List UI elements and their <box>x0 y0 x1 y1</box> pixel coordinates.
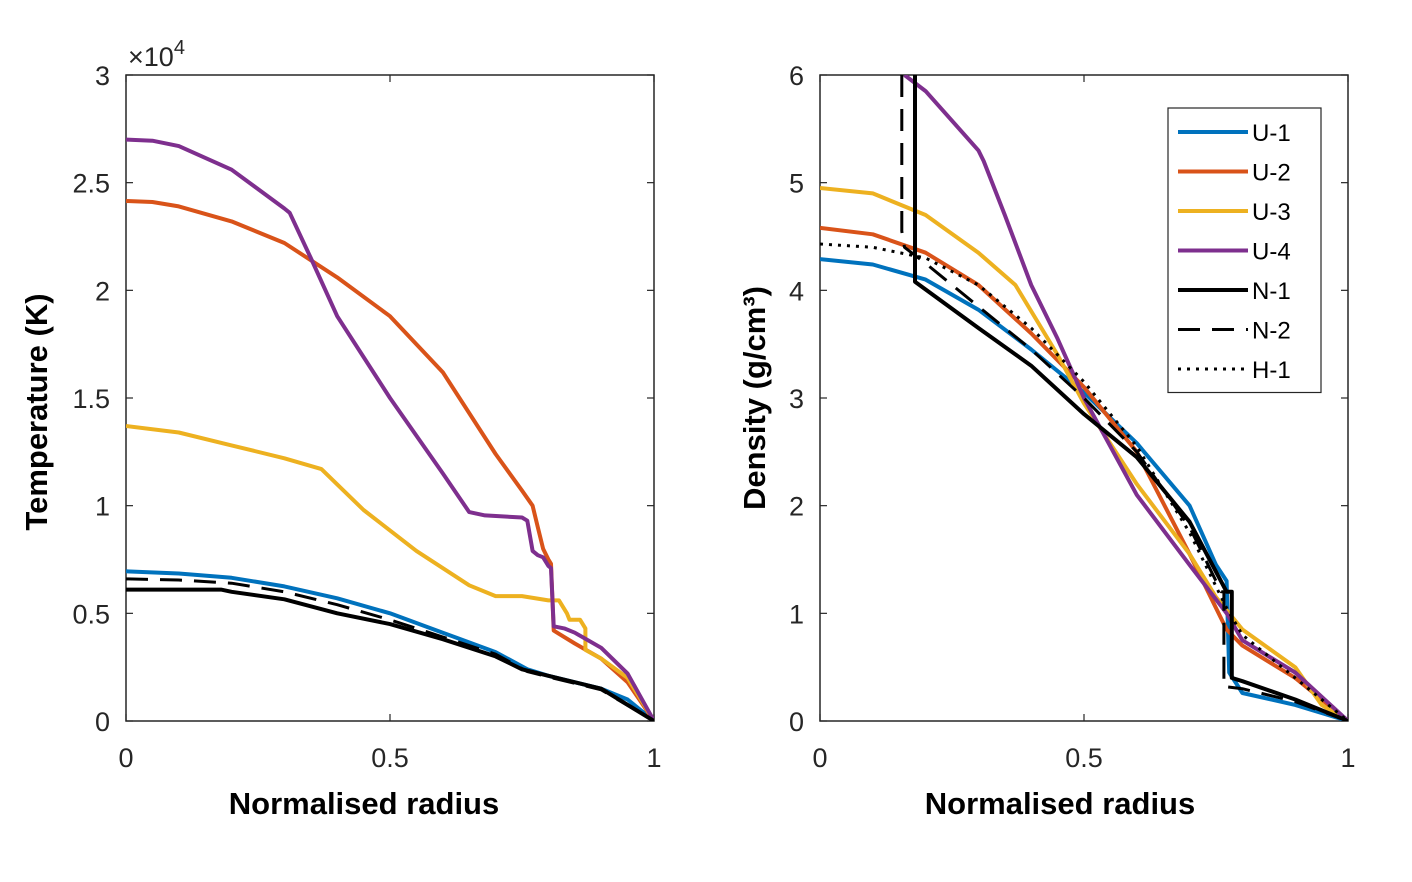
density-y-tick-label: 6 <box>789 61 804 91</box>
temperature-y-tick-label: 0 <box>95 707 110 737</box>
temperature-y-tick-label: 3 <box>95 61 110 91</box>
temperature-series-n-1 <box>126 587 654 721</box>
temperature-y-axis-label: Temperature (K) <box>19 293 54 530</box>
legend-label-u-3: U-3 <box>1252 199 1291 226</box>
density-series-n-2 <box>900 75 1348 721</box>
temperature-series-n-2 <box>126 577 654 721</box>
temperature-series-u-2 <box>126 199 654 721</box>
temperature-series-u-4 <box>126 137 654 721</box>
temperature-x-axis-label: Normalised radius <box>229 786 499 821</box>
density-series-h-1 <box>820 242 1348 721</box>
temperature-y-tick-label: 2.5 <box>72 169 110 199</box>
temperature-y-tick-label: 1 <box>95 492 110 522</box>
legend-label-h-1: H-1 <box>1252 357 1291 384</box>
temperature-y-tick-label: 0.5 <box>72 599 110 629</box>
density-x-axis-label: Normalised radius <box>925 786 1195 821</box>
temperature-y-tick-label: 1.5 <box>72 384 110 414</box>
legend-label-n-1: N-1 <box>1252 278 1291 305</box>
density-y-tick-label: 2 <box>789 492 804 522</box>
density-y-tick-label: 4 <box>789 276 804 306</box>
temperature-x-tick-label: 0.5 <box>371 743 409 773</box>
density-y-tick-label: 1 <box>789 599 804 629</box>
temperature-exponent-label: ×104 <box>128 37 185 72</box>
legend-label-u-1: U-1 <box>1252 120 1291 147</box>
density-x-tick-label: 1 <box>1340 743 1355 773</box>
density-x-tick-label: 0 <box>812 743 827 773</box>
temperature-x-tick-label: 0 <box>118 743 133 773</box>
legend-label-n-2: N-2 <box>1252 318 1291 345</box>
legend-label-u-2: U-2 <box>1252 160 1291 187</box>
density-series-n-1 <box>913 75 1348 721</box>
density-y-tick-label: 3 <box>789 384 804 414</box>
density-y-tick-label: 5 <box>789 169 804 199</box>
temperature-series-u-3 <box>126 424 654 721</box>
density-x-tick-label: 0.5 <box>1065 743 1103 773</box>
temperature-x-tick-label: 1 <box>646 743 661 773</box>
legend-label-u-4: U-4 <box>1252 239 1291 266</box>
density-y-axis-label: Density (g/cm³) <box>737 286 772 510</box>
temperature-y-tick-label: 2 <box>95 276 110 306</box>
density-legend: U-1 U-2 U-3 U-4 N-1 N-2 H-1 <box>1167 107 1322 394</box>
density-y-tick-label: 0 <box>789 707 804 737</box>
density-chart: 0 0.5 1 0 1 2 3 4 5 6 Normalised radius Density (… <box>737 61 1356 821</box>
temperature-chart: 0 0.5 1 0 0.5 1 1.5 2 2.5 3 ×104 Normalised radiu… <box>19 37 662 821</box>
